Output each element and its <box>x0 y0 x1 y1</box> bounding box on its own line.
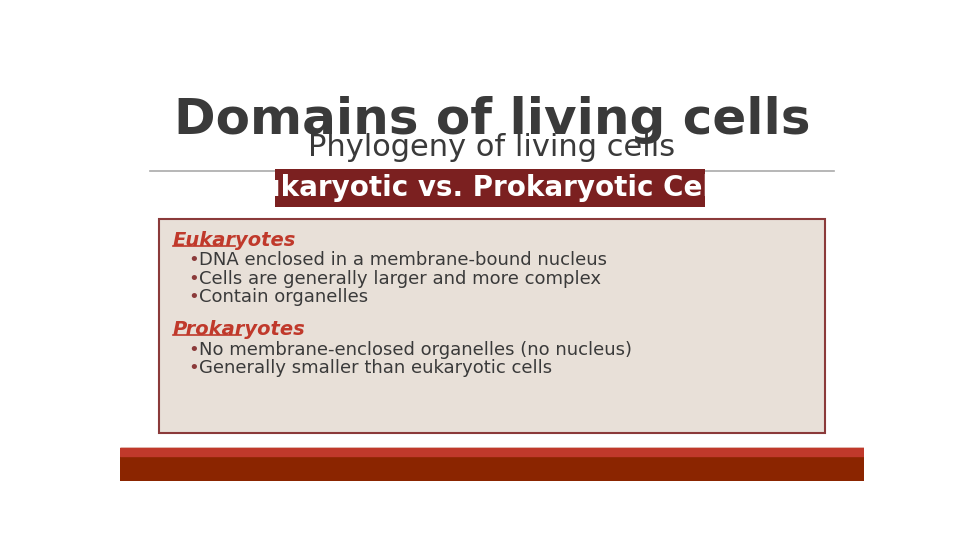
Text: DNA enclosed in a membrane-bound nucleus: DNA enclosed in a membrane-bound nucleus <box>199 252 607 269</box>
Bar <box>120 448 864 456</box>
Text: Cells are generally larger and more complex: Cells are generally larger and more comp… <box>199 270 601 288</box>
Bar <box>158 219 826 433</box>
Text: •: • <box>188 359 199 377</box>
Text: No membrane-enclosed organelles (no nucleus): No membrane-enclosed organelles (no nucl… <box>199 341 632 359</box>
Text: Eukaryotes: Eukaryotes <box>173 231 296 250</box>
Text: •: • <box>188 270 199 288</box>
Text: Phylogeny of living cells: Phylogeny of living cells <box>308 133 676 163</box>
Text: Eukaryotic vs. Prokaryotic Cells: Eukaryotic vs. Prokaryotic Cells <box>242 174 738 202</box>
Bar <box>275 168 706 207</box>
Text: Contain organelles: Contain organelles <box>199 288 369 306</box>
Text: •: • <box>188 252 199 269</box>
Text: Prokaryotes: Prokaryotes <box>173 320 305 339</box>
Text: Domains of living cells: Domains of living cells <box>174 96 810 144</box>
Text: •: • <box>188 288 199 306</box>
Bar <box>120 448 864 481</box>
Text: Generally smaller than eukaryotic cells: Generally smaller than eukaryotic cells <box>199 359 552 377</box>
Text: •: • <box>188 341 199 359</box>
